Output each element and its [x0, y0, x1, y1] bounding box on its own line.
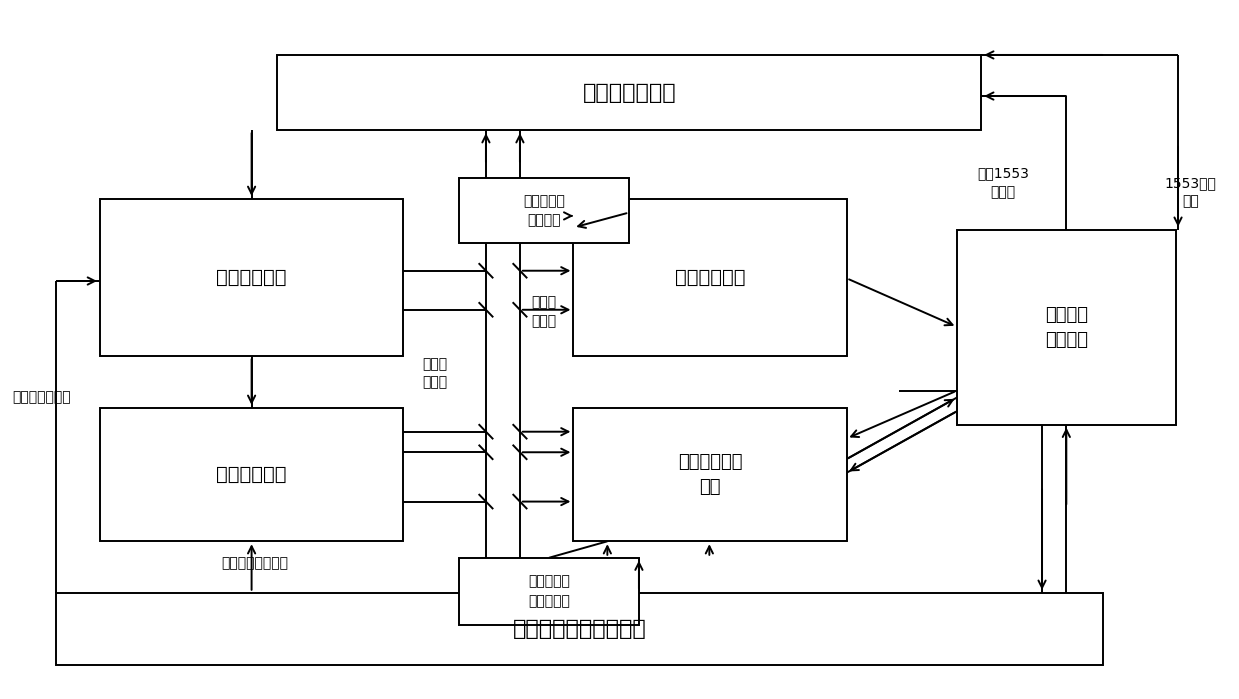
Text: 配置电源程控信息: 配置电源程控信息 [222, 556, 289, 570]
Text: 矩阵开关模块: 矩阵开关模块 [217, 268, 287, 287]
Bar [574, 408, 846, 541]
Text: 发送动态回
路测试指令: 发送动态回 路测试指令 [528, 575, 570, 608]
Text: 平台系统电路箱: 平台系统电路箱 [582, 82, 676, 103]
Text: 解析1553
数据帧: 解析1553 数据帧 [978, 166, 1030, 199]
Text: 动态回路特性
模块: 动态回路特性 模块 [678, 453, 742, 496]
Bar [460, 178, 629, 243]
Text: 采集电
气信号: 采集电 气信号 [532, 296, 556, 328]
Text: 1553控制
指令: 1553控制 指令 [1165, 175, 1217, 208]
Bar [100, 408, 404, 541]
Text: 通讯控制
解析模块: 通讯控制 解析模块 [1044, 305, 1088, 349]
Text: 对矩阵开关配置: 对矩阵开关配置 [12, 391, 71, 405]
Bar [56, 593, 1103, 665]
Text: 采集电路箱
模拟信号: 采集电路箱 模拟信号 [523, 194, 565, 228]
Bar [574, 199, 846, 356]
Bar [278, 55, 981, 130]
Text: 电源程控模块: 电源程控模块 [217, 465, 287, 484]
Text: 人机界面操作显示模块: 人机界面操作显示模块 [513, 619, 647, 639]
Bar [957, 229, 1176, 425]
Bar [100, 199, 404, 356]
Text: 多路采集模块: 多路采集模块 [675, 268, 745, 287]
Bar [460, 558, 639, 625]
Text: 给电路
箱供电: 给电路 箱供电 [422, 357, 447, 389]
